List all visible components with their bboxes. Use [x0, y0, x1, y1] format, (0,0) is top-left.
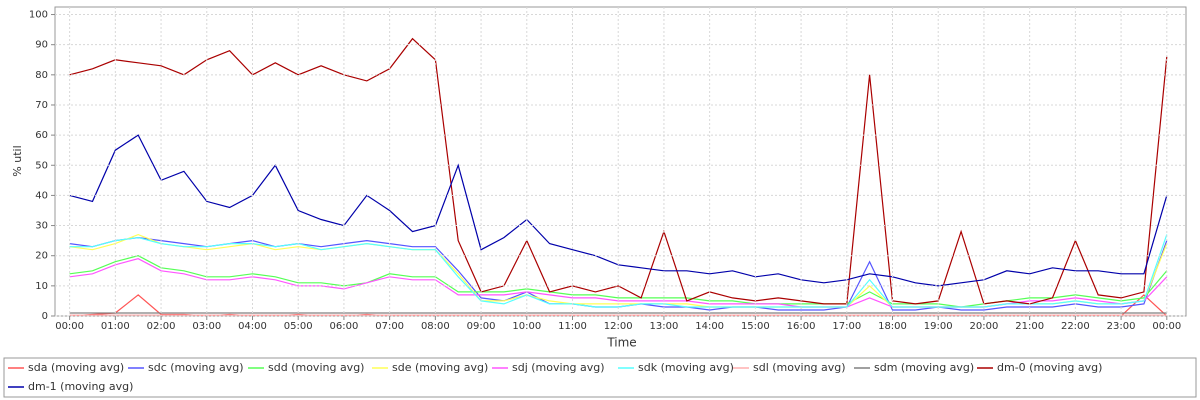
x-tick-label: 13:00 — [650, 321, 679, 332]
y-tick-label: 30 — [35, 221, 48, 232]
y-tick-label: 20 — [35, 251, 48, 262]
x-tick-label: 00:00 — [55, 321, 84, 332]
legend-label: sdm (moving avg) — [874, 361, 974, 374]
legend-label: dm-0 (moving avg) — [997, 361, 1102, 374]
legend-label: sdj (moving avg) — [512, 361, 605, 374]
x-tick-label: 07:00 — [375, 321, 404, 332]
legend-label: sde (moving avg) — [392, 361, 488, 374]
legend-label: sdk (moving avg) — [638, 361, 734, 374]
y-tick-label: 10 — [35, 281, 48, 292]
x-tick-label: 21:00 — [1015, 321, 1044, 332]
x-tick-label: 23:00 — [1107, 321, 1136, 332]
x-tick-label: 15:00 — [741, 321, 770, 332]
x-tick-label: 00:00 — [1152, 321, 1181, 332]
y-tick-label: 90 — [35, 40, 48, 51]
y-tick-label: 80 — [35, 70, 48, 81]
x-tick-label: 14:00 — [695, 321, 724, 332]
x-tick-label: 06:00 — [330, 321, 359, 332]
x-tick-label: 16:00 — [787, 321, 816, 332]
x-tick-label: 19:00 — [924, 321, 953, 332]
y-tick-label: 60 — [35, 130, 48, 141]
x-tick-label: 10:00 — [512, 321, 541, 332]
y-tick-label: 100 — [29, 10, 48, 21]
y-axis-label: % util — [11, 145, 24, 176]
x-tick-label: 02:00 — [147, 321, 176, 332]
x-tick-label: 20:00 — [970, 321, 999, 332]
x-tick-label: 09:00 — [467, 321, 496, 332]
x-tick-label: 11:00 — [558, 321, 587, 332]
y-tick-label: 70 — [35, 100, 48, 111]
x-tick-label: 17:00 — [832, 321, 861, 332]
x-tick-label: 05:00 — [284, 321, 313, 332]
x-tick-label: 22:00 — [1061, 321, 1090, 332]
y-tick-label: 50 — [35, 160, 48, 171]
legend-label: sda (moving avg) — [28, 361, 124, 374]
plot-area — [54, 6, 1187, 317]
x-tick-label: 01:00 — [101, 321, 130, 332]
legend-label: dm-1 (moving avg) — [28, 380, 133, 393]
x-tick-label: 04:00 — [238, 321, 267, 332]
y-tick-label: 40 — [35, 190, 48, 201]
x-tick-label: 18:00 — [878, 321, 907, 332]
x-tick-label: 12:00 — [604, 321, 633, 332]
x-tick-label: 03:00 — [192, 321, 221, 332]
legend — [3, 357, 1197, 398]
legend-label: sdl (moving avg) — [753, 361, 846, 374]
legend-label: sdd (moving avg) — [268, 361, 364, 374]
y-tick-label: 0 — [42, 311, 48, 322]
x-axis-label: Time — [606, 336, 636, 350]
x-tick-label: 08:00 — [421, 321, 450, 332]
legend-label: sdc (moving avg) — [148, 361, 244, 374]
